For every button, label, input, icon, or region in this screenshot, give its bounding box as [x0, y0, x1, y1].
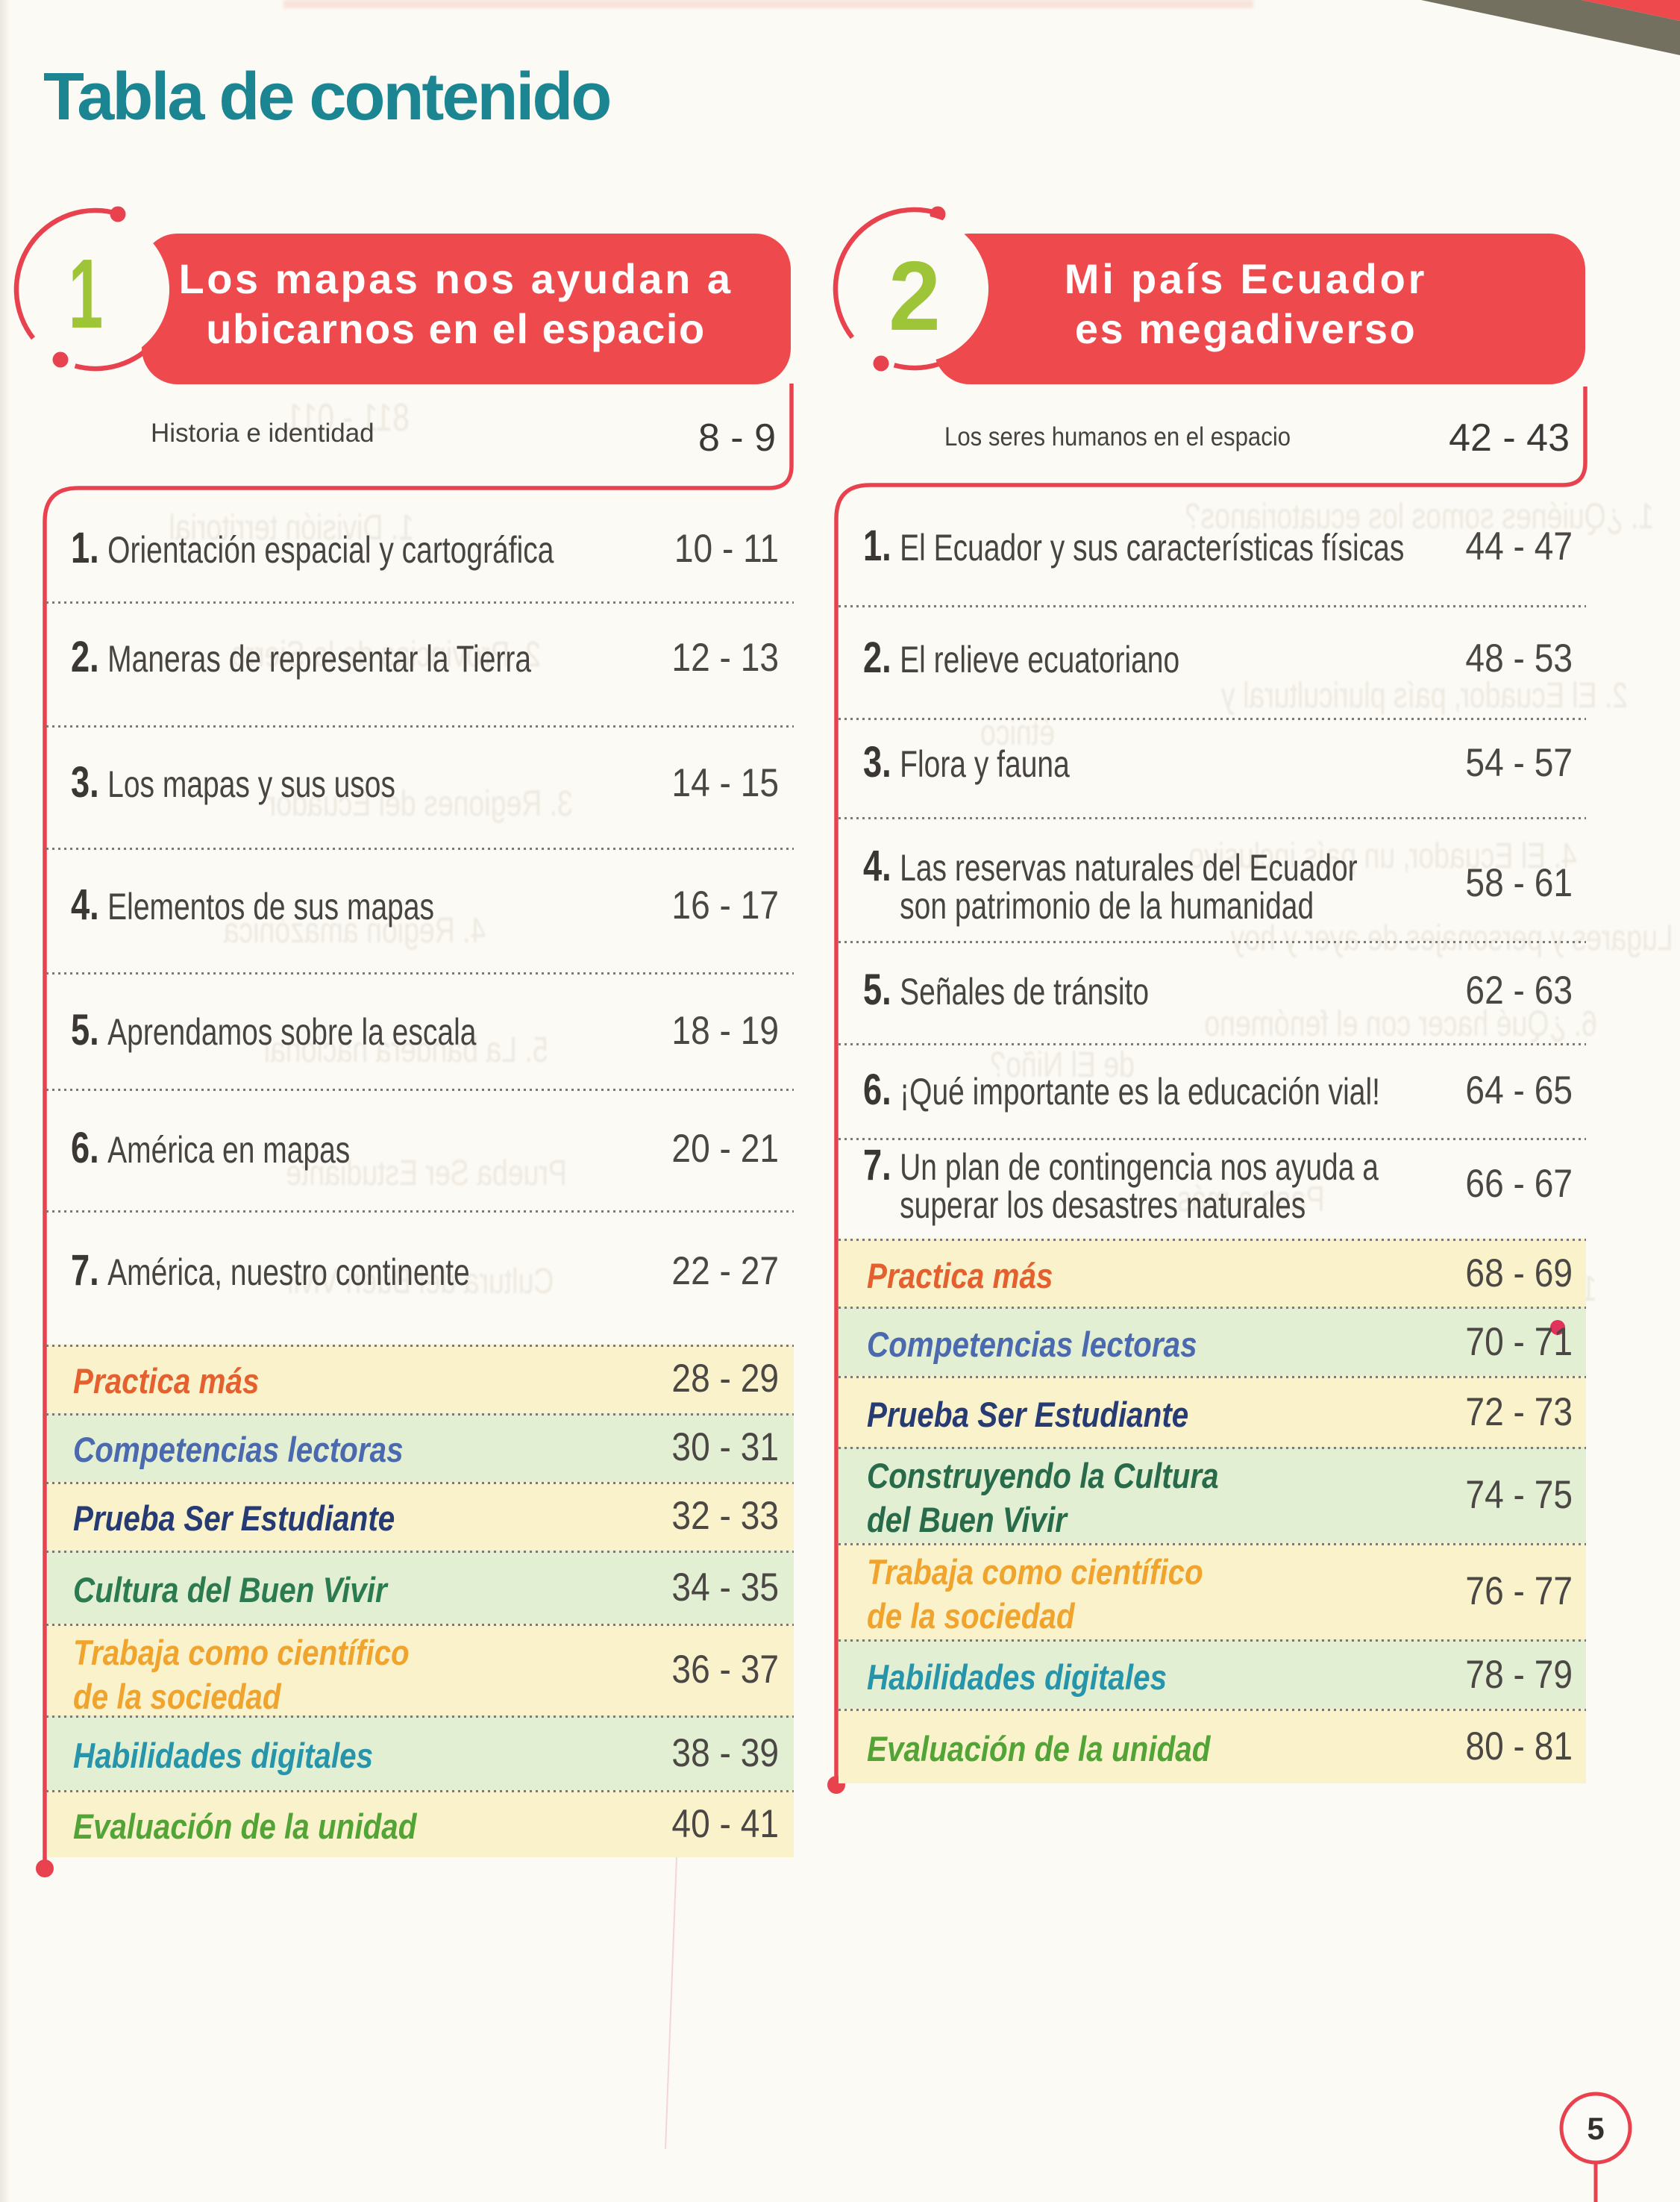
svg-text:5: 5: [1587, 2111, 1604, 2146]
